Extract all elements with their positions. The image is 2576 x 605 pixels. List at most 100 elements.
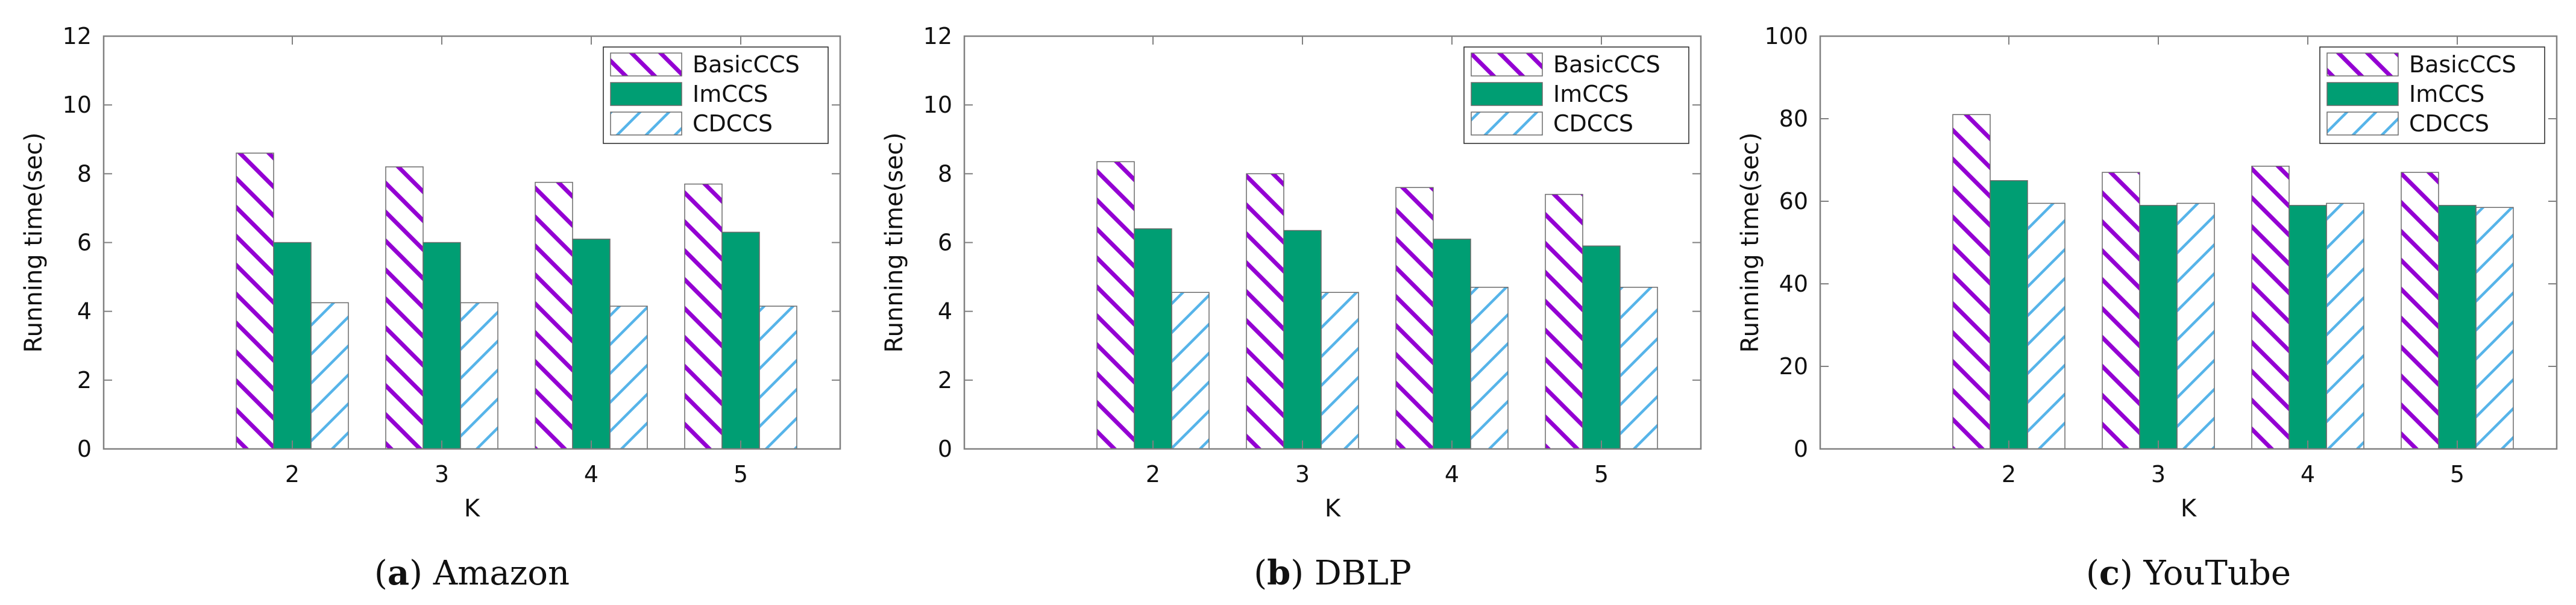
x-axis-label: K bbox=[2181, 495, 2197, 522]
x-axis-label: K bbox=[1325, 495, 1342, 522]
chart-panel-dblp: 0 2 4 6 8 10 12 2 3 4 5 K Running time(sec) BasicCCS I… bbox=[881, 23, 1702, 593]
bar-cdccs-k4 bbox=[1470, 286, 1509, 450]
y-axis-label: Running time(sec) bbox=[20, 133, 48, 353]
bar-imccs-k4 bbox=[1433, 239, 1471, 450]
plot-frame bbox=[1819, 35, 2558, 450]
x-tick-label: 2 bbox=[2002, 461, 2016, 487]
legend-swatch-cdccs bbox=[2326, 111, 2399, 136]
x-tick-label: 2 bbox=[1146, 461, 1160, 487]
y-tick-label: 2 bbox=[938, 367, 952, 393]
bar-cdccs-k2 bbox=[1171, 292, 1210, 450]
legend: BasicCCS ImCCS CDCCS bbox=[603, 46, 829, 144]
bar-cdccs-k5 bbox=[1619, 286, 1658, 450]
chart-panel-amazon: 0 2 4 6 8 10 12 2 3 4 5 K Running time(sec) BasicCCS I… bbox=[20, 23, 841, 593]
bar-basicccs-k2 bbox=[1952, 114, 1991, 450]
legend-label-basicccs: BasicCCS bbox=[693, 51, 800, 78]
y-tick-label: 4 bbox=[938, 298, 952, 325]
y-tick-label: 2 bbox=[77, 367, 92, 393]
bar-cdccs-k4 bbox=[609, 306, 648, 450]
x-tick-label: 4 bbox=[1445, 461, 1459, 487]
bar-cdccs-k3 bbox=[460, 302, 498, 450]
y-tick-label: 0 bbox=[1794, 436, 1808, 462]
legend-swatch-cdccs bbox=[1471, 111, 1543, 136]
chart-panel-youtube: 0 20 40 60 80 100 2 3 4 5 K Running time(sec) BasicC… bbox=[1736, 23, 2558, 593]
legend-swatch-imccs bbox=[610, 82, 682, 106]
legend: BasicCCS ImCCS CDCCS bbox=[2319, 46, 2545, 144]
plot-frame bbox=[963, 35, 1702, 450]
y-tick-label: 10 bbox=[63, 92, 92, 118]
y-tick-label: 4 bbox=[77, 298, 92, 325]
bar-cdccs-k3 bbox=[1321, 292, 1359, 450]
bar-cdccs-k2 bbox=[2027, 202, 2066, 450]
bar-cdccs-k2 bbox=[310, 302, 349, 450]
x-tick-label: 2 bbox=[285, 461, 300, 487]
bar-cdccs-k5 bbox=[2475, 207, 2514, 450]
x-tick-label: 3 bbox=[435, 461, 449, 487]
bar-imccs-k2 bbox=[1990, 180, 2028, 450]
legend-label-imccs: ImCCS bbox=[1553, 81, 1629, 107]
x-tick-label: 3 bbox=[1295, 461, 1310, 487]
x-tick-label: 3 bbox=[2151, 461, 2166, 487]
y-tick-label: 12 bbox=[923, 23, 952, 49]
y-tick-label: 10 bbox=[923, 92, 952, 118]
legend-label-cdccs: CDCCS bbox=[1553, 110, 1633, 137]
bar-cdccs-k5 bbox=[759, 306, 797, 450]
y-tick-label: 8 bbox=[77, 160, 92, 187]
bar-imccs-k5 bbox=[721, 231, 760, 450]
bar-imccs-k3 bbox=[423, 242, 461, 450]
bar-imccs-k3 bbox=[1283, 230, 1322, 450]
y-tick-label: 80 bbox=[1779, 105, 1808, 132]
legend-label-imccs: ImCCS bbox=[2409, 81, 2484, 107]
bar-imccs-k2 bbox=[273, 242, 312, 450]
y-axis-label: Running time(sec) bbox=[1736, 133, 1764, 353]
bar-imccs-k3 bbox=[2139, 205, 2178, 450]
bar-imccs-k5 bbox=[1582, 245, 1621, 450]
bar-imccs-k4 bbox=[2289, 205, 2327, 450]
y-tick-label: 0 bbox=[77, 436, 92, 462]
subfigure-caption: (b) DBLP bbox=[1254, 553, 1412, 593]
x-tick-label: 4 bbox=[2301, 461, 2315, 487]
y-tick-label: 0 bbox=[938, 436, 952, 462]
y-tick-label: 60 bbox=[1779, 188, 1808, 215]
y-tick-label: 40 bbox=[1779, 271, 1808, 297]
y-tick-label: 6 bbox=[77, 230, 92, 256]
y-tick-label: 6 bbox=[938, 230, 952, 256]
bar-basicccs-k2 bbox=[236, 152, 274, 450]
y-tick-label: 12 bbox=[63, 23, 92, 49]
bar-imccs-k5 bbox=[2438, 205, 2477, 450]
legend-label-cdccs: CDCCS bbox=[693, 110, 773, 137]
plot-frame bbox=[102, 35, 841, 450]
x-tick-label: 4 bbox=[584, 461, 598, 487]
legend-swatch-cdccs bbox=[610, 111, 682, 136]
y-tick-label: 100 bbox=[1764, 23, 1808, 49]
legend-swatch-basicccs bbox=[1471, 52, 1543, 77]
subfigure-caption: (a) Amazon bbox=[374, 553, 570, 593]
x-tick-label: 5 bbox=[2450, 461, 2464, 487]
bar-basicccs-k5 bbox=[2401, 172, 2439, 450]
x-tick-label: 5 bbox=[1594, 461, 1609, 487]
bar-basicccs-k3 bbox=[385, 166, 424, 450]
bar-basicccs-k4 bbox=[2251, 166, 2290, 450]
legend-swatch-imccs bbox=[1471, 82, 1543, 106]
bar-basicccs-k3 bbox=[1246, 173, 1284, 450]
bar-imccs-k4 bbox=[572, 239, 611, 450]
bar-imccs-k2 bbox=[1134, 228, 1172, 450]
bar-basicccs-k2 bbox=[1096, 161, 1135, 450]
bar-basicccs-k5 bbox=[1545, 193, 1583, 450]
legend: BasicCCS ImCCS CDCCS bbox=[1463, 46, 1689, 144]
x-tick-label: 5 bbox=[734, 461, 748, 487]
subfigure-caption: (c) YouTube bbox=[2086, 553, 2291, 593]
bar-basicccs-k4 bbox=[535, 181, 573, 450]
x-axis-label: K bbox=[464, 495, 481, 522]
legend-label-imccs: ImCCS bbox=[693, 81, 768, 107]
bar-basicccs-k5 bbox=[684, 183, 723, 450]
legend-swatch-imccs bbox=[2326, 82, 2399, 106]
legend-label-basicccs: BasicCCS bbox=[1553, 51, 1660, 78]
bar-basicccs-k4 bbox=[1395, 187, 1434, 450]
legend-swatch-basicccs bbox=[2326, 52, 2399, 77]
legend-swatch-basicccs bbox=[610, 52, 682, 77]
y-axis-label: Running time(sec) bbox=[881, 133, 908, 353]
legend-label-basicccs: BasicCCS bbox=[2409, 51, 2516, 78]
bar-cdccs-k3 bbox=[2176, 202, 2215, 450]
